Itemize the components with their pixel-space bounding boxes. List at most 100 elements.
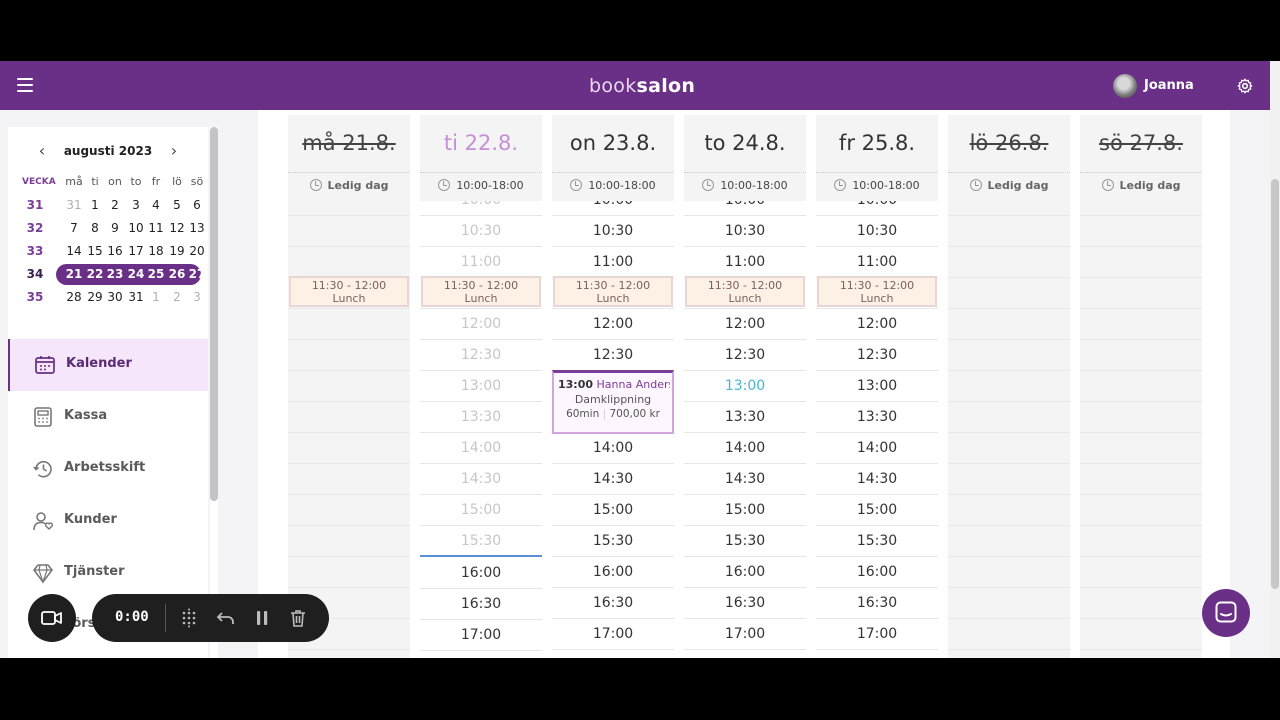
mini-calendar-day[interactable]: 31 (128, 290, 144, 304)
time-slot[interactable]: 14:00 (816, 433, 938, 464)
nav-item-tjanster[interactable]: Tjänster (8, 547, 208, 599)
time-slot[interactable] (1080, 464, 1202, 495)
time-slot[interactable] (288, 402, 410, 433)
time-slot[interactable]: 12:30 (552, 340, 674, 371)
time-slot[interactable]: 15:00 (684, 495, 806, 526)
time-slot[interactable]: 16:30 (420, 589, 542, 620)
time-slot[interactable] (948, 201, 1070, 216)
day-header[interactable]: on 23.8. 10:00-18:00 (552, 115, 674, 201)
pause-icon[interactable] (252, 608, 272, 628)
time-slot[interactable]: 15:00 (816, 495, 938, 526)
time-slot[interactable]: 14:30 (420, 464, 542, 495)
time-slot[interactable] (948, 464, 1070, 495)
nav-item-kalender[interactable]: Kalender (8, 339, 208, 391)
time-slot[interactable] (1080, 278, 1202, 309)
time-slot[interactable] (948, 371, 1070, 402)
mini-calendar-day[interactable]: 4 (152, 198, 160, 212)
gear-icon[interactable] (1237, 78, 1253, 94)
time-slot[interactable]: 12:30 (684, 340, 806, 371)
time-slot[interactable] (1080, 619, 1202, 650)
time-slot[interactable]: 16:30 (816, 588, 938, 619)
time-slot[interactable] (1080, 216, 1202, 247)
time-slot[interactable] (948, 495, 1070, 526)
time-slot[interactable] (288, 495, 410, 526)
day-header[interactable]: ti 22.8. 10:00-18:00 (420, 115, 542, 201)
time-slot[interactable]: 11:00 (816, 247, 938, 278)
time-slot[interactable] (1080, 340, 1202, 371)
lunch-block[interactable]: 11:30 - 12:00 Lunch (289, 276, 409, 307)
trash-icon[interactable] (288, 608, 308, 628)
mini-calendar-day[interactable]: 3 (132, 198, 140, 212)
page-scrollbar[interactable] (1270, 61, 1280, 658)
mini-calendar-day[interactable]: 18 (148, 244, 164, 258)
time-slot[interactable]: 10:30 (552, 216, 674, 247)
time-slot[interactable] (948, 526, 1070, 557)
mini-calendar-day[interactable]: 2 (173, 290, 181, 304)
time-slot[interactable] (1080, 201, 1202, 216)
time-slot[interactable] (1080, 402, 1202, 433)
mini-calendar-day[interactable]: 19 (169, 244, 185, 258)
mini-calendar-day[interactable]: 9 (111, 221, 119, 235)
username[interactable]: Joanna (1144, 78, 1194, 93)
time-slot[interactable]: 11:00 (552, 247, 674, 278)
time-slot[interactable]: 15:00 (420, 495, 542, 526)
time-slot[interactable]: 14:30 (684, 464, 806, 495)
grid-dots-icon[interactable] (179, 608, 199, 628)
time-slot[interactable] (948, 247, 1070, 278)
time-slot[interactable] (1080, 309, 1202, 340)
mini-calendar-day[interactable]: 1 (152, 290, 160, 304)
sidebar-scrollbar[interactable] (210, 127, 218, 658)
chevron-right-icon[interactable]: › (170, 141, 178, 160)
time-slot[interactable]: 13:30 (816, 402, 938, 433)
mini-calendar-day[interactable]: 29 (87, 290, 103, 304)
time-slot[interactable]: 10:00 (552, 201, 674, 216)
time-slot[interactable]: 13:00 (816, 371, 938, 402)
mini-calendar-day[interactable]: 24 (127, 267, 145, 281)
nav-item-kassa[interactable]: Kassa (8, 391, 208, 443)
time-slot[interactable]: 12:00 (684, 309, 806, 340)
time-slot[interactable]: 17:00 (816, 619, 938, 650)
time-slot[interactable]: 13:30 (420, 402, 542, 433)
time-slot[interactable]: 16:00 (552, 557, 674, 588)
time-slot[interactable]: 13:00 (684, 371, 806, 402)
mini-calendar-day[interactable]: 8 (91, 221, 99, 235)
time-slot[interactable] (1080, 526, 1202, 557)
time-slot[interactable] (1080, 247, 1202, 278)
time-slot[interactable]: 13:30 (684, 402, 806, 433)
time-slot[interactable] (948, 588, 1070, 619)
sidebar-scrollbar-thumb[interactable] (210, 127, 218, 501)
time-slot[interactable] (288, 309, 410, 340)
mini-calendar-day[interactable]: 15 (87, 244, 103, 258)
time-slot[interactable] (288, 201, 410, 216)
time-slot[interactable]: 13:00 (420, 371, 542, 402)
chat-button[interactable] (1202, 589, 1250, 637)
page-scrollbar-thumb[interactable] (1271, 179, 1279, 589)
booking-card[interactable]: 13:00 Hanna Andersson Damklippning 60min |… (552, 370, 674, 434)
mini-calendar-day[interactable]: 31 (66, 198, 82, 212)
time-slot[interactable]: 15:30 (684, 526, 806, 557)
chevron-left-icon[interactable]: ‹ (38, 141, 46, 160)
time-slot[interactable]: 10:30 (816, 216, 938, 247)
lunch-block[interactable]: 11:30 - 12:00 Lunch (685, 276, 805, 307)
time-slot[interactable]: 10:00 (816, 201, 938, 216)
mini-calendar-day[interactable]: 10 (128, 221, 144, 235)
time-slot[interactable] (948, 433, 1070, 464)
time-slot[interactable] (288, 464, 410, 495)
time-slot[interactable] (948, 557, 1070, 588)
time-slot[interactable] (288, 247, 410, 278)
time-slot[interactable]: 14:30 (816, 464, 938, 495)
week-number[interactable]: 31 (26, 198, 44, 212)
mini-calendar-day[interactable]: 27 (188, 267, 206, 281)
time-slot[interactable]: 12:00 (552, 309, 674, 340)
time-slot[interactable]: 11:00 (684, 247, 806, 278)
time-slot[interactable]: 14:00 (420, 433, 542, 464)
time-slot[interactable] (948, 340, 1070, 371)
time-slot[interactable] (1080, 371, 1202, 402)
mini-calendar-day[interactable]: 16 (107, 244, 123, 258)
time-slot[interactable] (288, 340, 410, 371)
mini-calendar-day[interactable]: 17 (128, 244, 144, 258)
time-slot[interactable]: 12:00 (420, 309, 542, 340)
time-slot[interactable] (948, 216, 1070, 247)
week-number[interactable]: 34 (26, 267, 44, 281)
mini-calendar-day[interactable]: 20 (189, 244, 205, 258)
